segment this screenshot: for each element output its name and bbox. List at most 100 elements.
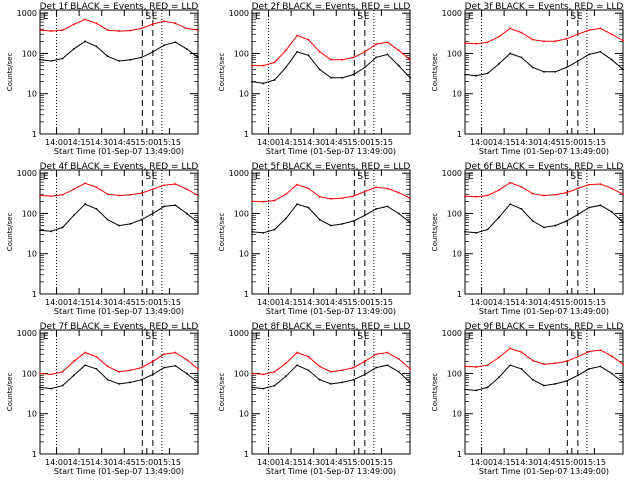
series-red-lld [252, 34, 411, 67]
data-point [251, 80, 253, 83]
marker-label: E [43, 12, 49, 22]
data-point [576, 187, 579, 190]
data-point [72, 47, 75, 50]
marker-label: E [255, 172, 261, 182]
panel-title: Det 9f BLACK = Events, RED = LLD [465, 322, 624, 332]
x-tick-label: 15:00 [560, 458, 583, 467]
y-axis-label: Counts/sec [431, 53, 439, 92]
data-point [84, 182, 87, 185]
data-point [554, 70, 557, 73]
data-point [50, 230, 53, 233]
data-point [409, 76, 411, 79]
x-axis-label: Start Time (01-Sep-07 13:49:00) [266, 147, 396, 156]
data-point [106, 193, 109, 196]
y-tick-label: 1 [244, 290, 249, 299]
marker-label: E [364, 172, 370, 182]
x-axis-label: Start Time (01-Sep-07 13:49:00) [479, 307, 609, 316]
data-point [185, 212, 188, 215]
panel-title: Det 1f BLACK = Events, RED = LLD [40, 2, 199, 12]
data-point [341, 381, 344, 384]
data-point [330, 370, 332, 373]
marker-label: E [255, 12, 261, 22]
panel-title: Det 3f BLACK = Events, RED = LLD [465, 2, 624, 12]
x-tick-label: 15:00 [135, 298, 158, 307]
x-tick-label: 14:15 [68, 458, 91, 467]
x-tick-label: 14:30 [302, 298, 325, 307]
y-tick-label: 100 [234, 49, 249, 58]
data-point [352, 195, 355, 197]
x-axis-label: Start Time (01-Sep-07 13:49:00) [54, 467, 184, 476]
series-black-events [464, 364, 624, 391]
y-tick-label: 10 [27, 410, 37, 419]
data-point [576, 374, 579, 377]
data-point [140, 218, 143, 221]
data-point [531, 66, 534, 69]
y-tick-label: 10 [27, 90, 37, 99]
x-tick-label: 15:00 [135, 458, 158, 467]
data-point [599, 27, 602, 30]
data-point [486, 364, 489, 367]
data-point [588, 367, 591, 370]
data-point [61, 384, 64, 387]
plot-frame [39, 329, 199, 455]
data-point [375, 56, 378, 59]
x-tick-label: 14:45 [113, 138, 136, 147]
y-tick-label: 1 [32, 290, 37, 299]
data-point [375, 207, 378, 210]
data-point [330, 76, 332, 79]
marker-label: S [570, 332, 576, 342]
series-black-events [464, 203, 624, 234]
y-axis-label: Counts/sec [6, 53, 14, 92]
data-point [251, 386, 253, 389]
x-tick-label: 14:30 [302, 458, 325, 467]
marker-label: S [570, 12, 576, 22]
data-point [352, 220, 355, 222]
data-point [72, 188, 75, 191]
data-point [588, 183, 591, 186]
data-point [464, 195, 466, 197]
x-tick-label: 15:15 [370, 298, 393, 307]
y-tick-label: 1000 [229, 9, 249, 18]
data-point [318, 195, 321, 198]
data-point [129, 381, 132, 384]
data-point [622, 381, 624, 384]
data-point [486, 72, 489, 75]
data-point [174, 351, 177, 354]
y-tick-label: 10 [452, 250, 462, 259]
data-point [622, 221, 624, 224]
y-axis-label: Counts/sec [6, 373, 14, 412]
data-point [386, 205, 389, 208]
data-point [375, 353, 378, 356]
data-point [520, 351, 523, 353]
data-point [284, 49, 287, 52]
y-axis-label: Counts/sec [218, 53, 226, 92]
data-point [397, 370, 400, 373]
panel-5: Det 5f BLACK = Events, RED = LLD 1 10 100 10… [218, 162, 411, 316]
plot-frame [39, 9, 199, 135]
data-point [273, 79, 276, 81]
data-point [151, 50, 154, 53]
data-point [296, 50, 299, 53]
data-point [262, 387, 265, 390]
y-tick-label: 100 [234, 209, 249, 218]
data-point [61, 370, 64, 373]
marker-label: S [357, 172, 363, 182]
panel-title: Det 8f BLACK = Events, RED = LLD [252, 322, 411, 332]
data-point [497, 216, 500, 219]
data-point [197, 381, 199, 384]
y-tick-label: 100 [447, 49, 462, 58]
data-point [520, 31, 523, 34]
x-tick-label: 14:30 [515, 458, 538, 467]
marker-label: S [570, 172, 576, 182]
x-tick-label: 15:00 [347, 138, 370, 147]
marker-label: E [43, 172, 49, 182]
x-tick-label: 15:15 [583, 298, 606, 307]
x-axis-label: Start Time (01-Sep-07 13:49:00) [479, 467, 609, 476]
data-point [565, 360, 568, 363]
data-point [375, 366, 378, 369]
data-point [118, 30, 120, 32]
data-point [273, 384, 276, 387]
plot-frame [251, 329, 411, 455]
data-point [39, 29, 41, 32]
data-point [520, 367, 523, 370]
